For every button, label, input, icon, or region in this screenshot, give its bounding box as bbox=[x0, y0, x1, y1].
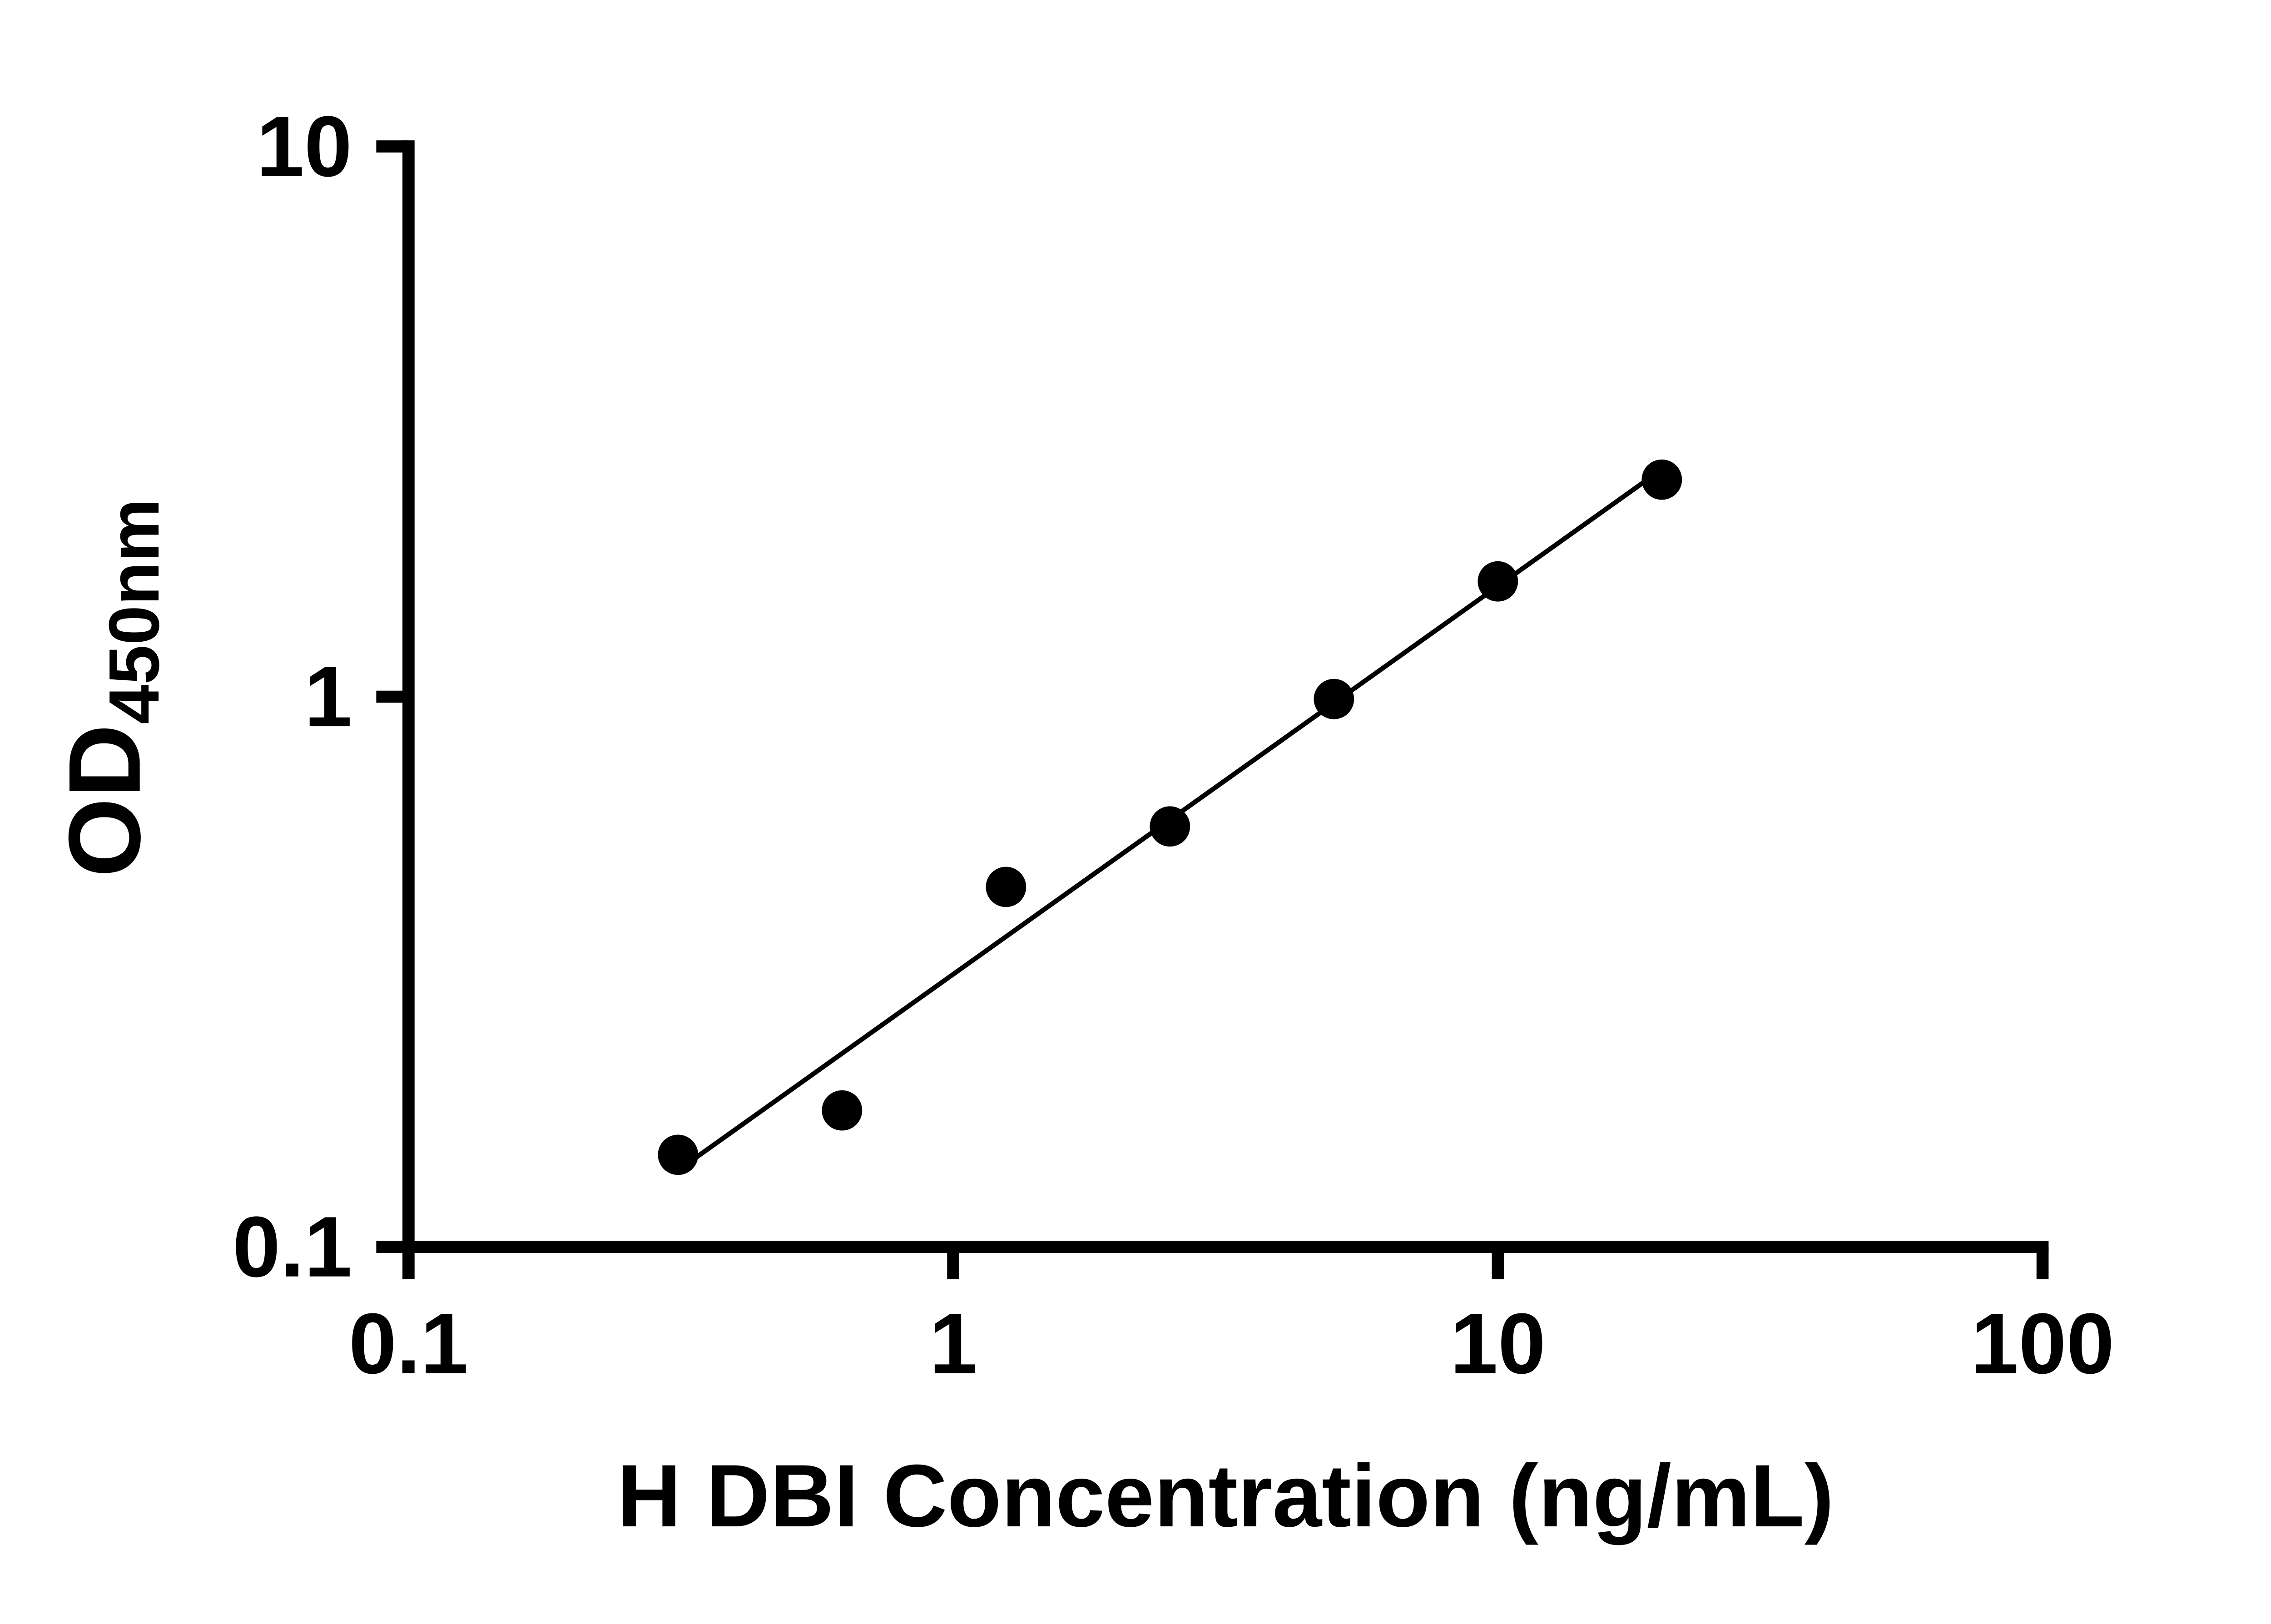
y-axis-title-main: OD bbox=[47, 724, 162, 877]
data-point bbox=[986, 866, 1026, 907]
data-point bbox=[1314, 678, 1354, 719]
x-axis-tick-labels: 0.1 1 10 100 bbox=[349, 1296, 2114, 1392]
data-point bbox=[658, 1134, 699, 1175]
x-tick-label: 10 bbox=[1450, 1296, 1546, 1392]
x-axis-title: H DBI Concentration (ng/mL) bbox=[617, 1446, 1834, 1545]
x-tick-label: 1 bbox=[929, 1296, 977, 1392]
data-point bbox=[1478, 561, 1518, 602]
x-tick-label: 100 bbox=[1971, 1296, 2114, 1392]
x-axis-ticks bbox=[402, 1247, 2049, 1279]
data-point bbox=[1641, 459, 1682, 500]
data-series bbox=[658, 459, 1682, 1175]
y-axis-tick-labels: 0.1 1 10 bbox=[233, 99, 352, 1295]
y-tick-label: 0.1 bbox=[233, 1199, 352, 1295]
y-axis-title-sub: 450nm bbox=[94, 499, 174, 724]
data-point bbox=[1150, 806, 1190, 847]
x-tick-label: 0.1 bbox=[349, 1296, 468, 1392]
y-axis-title: OD450nm bbox=[47, 499, 174, 877]
y-axis-ticks bbox=[376, 140, 409, 1253]
y-tick-label: 10 bbox=[257, 99, 352, 195]
y-tick-label: 1 bbox=[304, 649, 352, 745]
data-point bbox=[822, 1090, 863, 1131]
axes bbox=[402, 140, 2049, 1253]
